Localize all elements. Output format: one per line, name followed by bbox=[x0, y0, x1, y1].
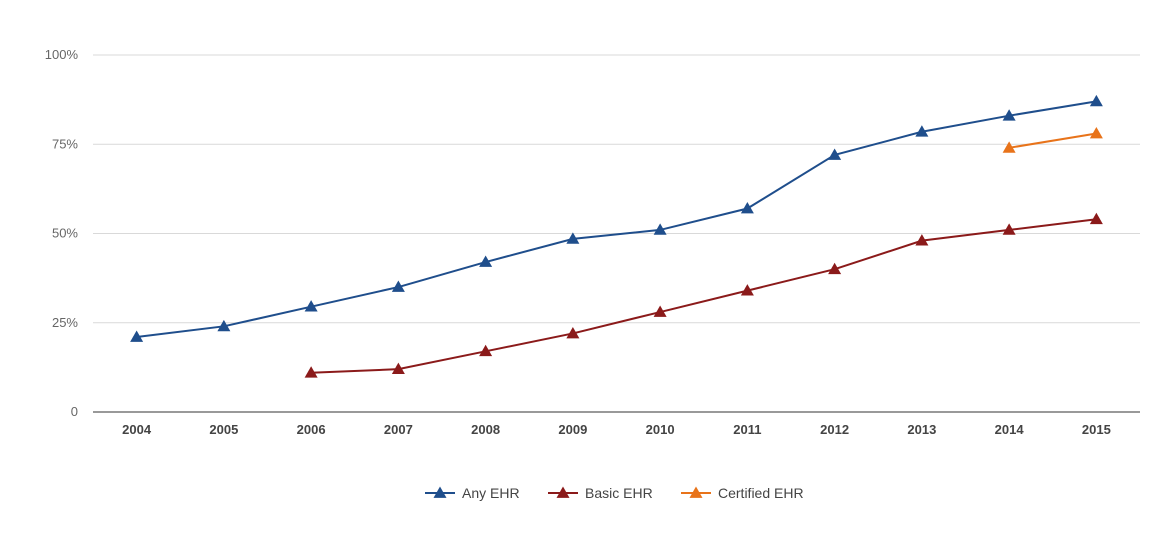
y-tick-label: 75% bbox=[52, 136, 78, 151]
legend-label: Basic EHR bbox=[585, 485, 653, 501]
legend-item-any-ehr: Any EHR bbox=[425, 485, 520, 501]
series-lines bbox=[130, 94, 1103, 378]
y-tick-label: 50% bbox=[52, 226, 78, 241]
data-point-basic-ehr bbox=[391, 362, 405, 375]
data-point-basic-ehr bbox=[566, 326, 580, 339]
gridlines bbox=[93, 54, 1140, 324]
x-tick-label: 2004 bbox=[122, 422, 152, 437]
x-tick-label: 2007 bbox=[384, 422, 413, 437]
series-line-any-ehr bbox=[136, 100, 1097, 339]
data-point-any-ehr bbox=[828, 148, 842, 160]
data-point-basic-ehr bbox=[1002, 223, 1016, 235]
y-tick-label: 25% bbox=[52, 315, 78, 330]
data-point-any-ehr bbox=[566, 232, 580, 244]
data-point-basic-ehr bbox=[1089, 212, 1103, 225]
x-axis-tick-labels: 2004 2005 2006 2007 2008 2009 2010 2011 2012 2013… bbox=[122, 422, 1111, 437]
legend-item-certified-ehr: Certified EHR bbox=[681, 485, 804, 501]
legend-label: Any EHR bbox=[462, 485, 520, 501]
legend-marker-icon bbox=[689, 486, 703, 498]
data-point-basic-ehr bbox=[740, 284, 754, 296]
data-point-any-ehr bbox=[653, 223, 667, 235]
data-point-any-ehr bbox=[130, 330, 144, 342]
series-certified-ehr bbox=[1002, 127, 1103, 153]
data-point-any-ehr bbox=[479, 255, 493, 267]
legend-item-basic-ehr: Basic EHR bbox=[548, 485, 653, 501]
data-point-basic-ehr bbox=[479, 344, 493, 357]
x-tick-label: 2013 bbox=[907, 422, 936, 437]
data-point-basic-ehr bbox=[828, 262, 842, 275]
legend-label: Certified EHR bbox=[718, 485, 804, 501]
series-basic-ehr bbox=[304, 212, 1103, 378]
data-point-any-ehr bbox=[391, 280, 405, 292]
data-point-any-ehr bbox=[304, 300, 318, 312]
x-tick-label: 2005 bbox=[209, 422, 238, 437]
x-tick-label: 2006 bbox=[297, 422, 326, 437]
y-tick-label: 0 bbox=[71, 404, 78, 419]
data-point-any-ehr bbox=[740, 202, 754, 214]
x-tick-label: 2014 bbox=[995, 422, 1025, 437]
x-tick-label: 2012 bbox=[820, 422, 849, 437]
data-point-any-ehr bbox=[217, 319, 231, 332]
data-point-basic-ehr bbox=[653, 305, 667, 317]
x-tick-label: 2015 bbox=[1082, 422, 1111, 437]
data-point-basic-ehr bbox=[915, 234, 929, 246]
data-point-any-ehr bbox=[1002, 109, 1016, 121]
x-tick-label: 2008 bbox=[471, 422, 500, 437]
series-line-basic-ehr bbox=[311, 218, 1097, 374]
series-any-ehr bbox=[130, 94, 1103, 342]
legend-marker-icon bbox=[433, 486, 447, 498]
series-line-certified-ehr bbox=[1008, 132, 1097, 149]
legend: Any EHR Basic EHR Certified EHR bbox=[425, 485, 804, 501]
data-point-certified-ehr bbox=[1089, 127, 1103, 139]
x-tick-label: 2010 bbox=[646, 422, 675, 437]
data-point-certified-ehr bbox=[1002, 141, 1016, 153]
data-point-any-ehr bbox=[915, 125, 929, 137]
x-tick-label: 2011 bbox=[733, 422, 761, 437]
x-tick-label: 2009 bbox=[558, 422, 587, 437]
y-tick-label: 100% bbox=[45, 47, 79, 62]
data-point-basic-ehr bbox=[304, 366, 318, 378]
y-axis-tick-labels: 0 25% 50% 75% 100% bbox=[45, 47, 79, 419]
legend-marker-icon bbox=[556, 486, 570, 498]
data-point-any-ehr bbox=[1089, 94, 1103, 107]
